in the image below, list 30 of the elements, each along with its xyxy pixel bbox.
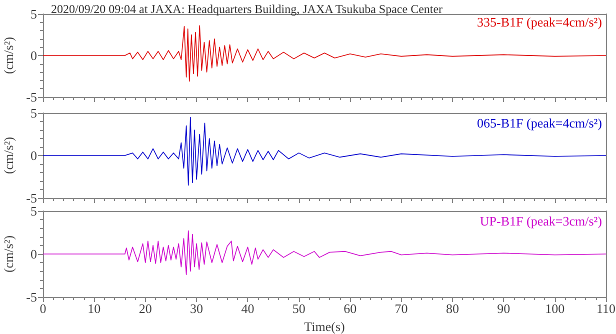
y-tick-label: 0 [30,48,37,63]
x-tick-label: 70 [394,301,408,316]
y-axis-title: (cm/s²) [1,136,16,174]
x-tick-label: 110 [596,301,616,316]
y-tick-label: 5 [30,204,37,218]
y-tick-label: 5 [30,106,37,120]
y-axis-title: (cm/s²) [1,36,16,74]
x-tick-label: 100 [545,301,565,316]
x-tick-label: 90 [497,301,510,316]
line-series [42,230,606,276]
x-tick-label: 30 [190,301,204,316]
x-axis-title: Time(s) [304,318,345,334]
text: 335-B1F (peak=4cm/s²) [477,14,602,30]
y-tick-label: 0 [30,246,37,262]
series-label: UP-B1F (peak=3cm/s²) [480,214,602,228]
x-tick-label: 40 [241,301,254,316]
x-tick-label: 60 [344,301,357,316]
y-tick-label: -5 [26,190,37,206]
chart-title: 2020/09/20 09:04 at JAXA: Headquarters Building, JAXA Tsukuba Space Center [51,2,443,16]
y-tick-label: 5 [30,6,37,22]
y-tick-label: -5 [26,90,37,104]
y-tick-label: -5 [26,290,37,304]
x-tick-label: 20 [138,301,152,316]
y-axis-title: (cm/s²) [1,235,16,273]
y-tick-label: 0 [30,148,37,163]
line-series [42,116,606,186]
x-tick-label: 50 [292,301,306,316]
x-tick-label: 10 [88,301,101,316]
x-tick-label: 80 [446,301,459,316]
series-label: 065-B1F (peak=4cm/s²) [477,116,602,130]
